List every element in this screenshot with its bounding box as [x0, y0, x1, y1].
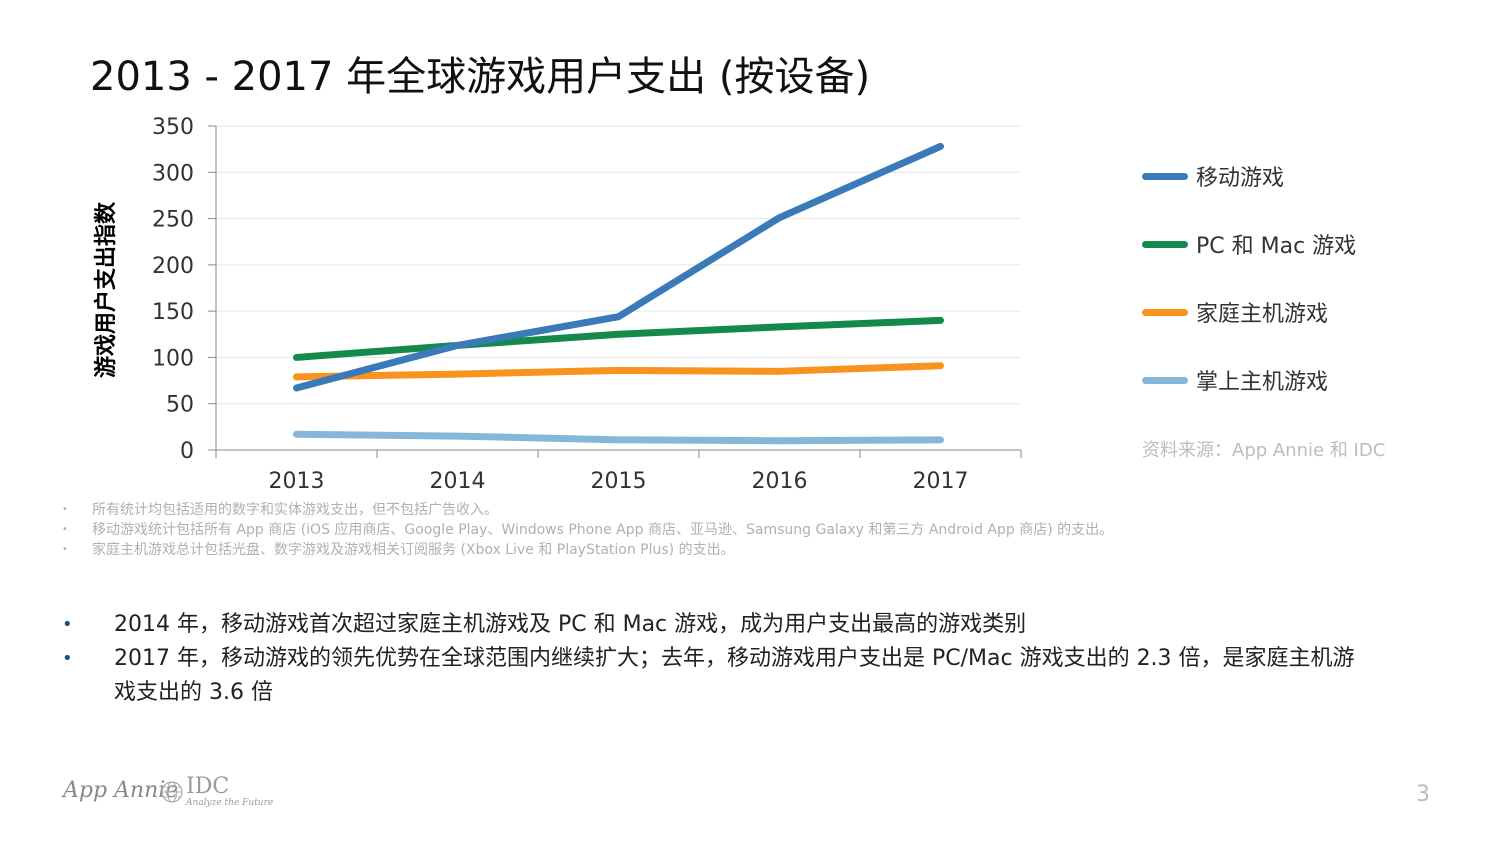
key-point: • 2017 年，移动游戏的领先优势在全球范围内继续扩大；去年，移动游戏用户支出是…: [62, 642, 1442, 710]
legend-item: 移动游戏: [1142, 156, 1284, 196]
page-title: 2013 - 2017 年全球游戏用户支出 (按设备): [90, 54, 871, 100]
y-tick-label: 100: [152, 346, 194, 371]
bullet-icon: •: [62, 614, 73, 635]
y-tick-label: 350: [152, 115, 194, 140]
y-axis-label: 游戏用户支出指数: [94, 201, 119, 379]
y-tick-label: 150: [152, 300, 194, 325]
source-text: 资料来源：App Annie 和 IDC: [1142, 440, 1386, 461]
bullet-icon: •: [62, 544, 68, 555]
y-tick-label: 0: [180, 439, 194, 464]
legend-item: PC 和 Mac 游戏: [1142, 224, 1356, 264]
page-number: 3: [1416, 782, 1430, 807]
footnotes: • 所有统计均包括适用的数字和实体游戏支出，但不包括广告收入。 • 移动游戏统计包括…: [62, 500, 1442, 560]
legend-label: 掌上主机游戏: [1196, 370, 1329, 395]
x-tick-label: 2013: [269, 469, 325, 494]
footnote: • 家庭主机游戏总计包括光盘、数字游戏及游戏相关订阅服务 (Xbox Live 和…: [62, 542, 735, 558]
y-tick-labels: 0 50 100 150 200 250 300 350: [152, 115, 194, 464]
legend-item: 掌上主机游戏: [1142, 360, 1328, 400]
footnote: • 所有统计均包括适用的数字和实体游戏支出，但不包括广告收入。: [62, 502, 498, 518]
x-tick-label: 2015: [591, 469, 647, 494]
key-points: • 2014 年，移动游戏首次超过家庭主机游戏及 PC 和 Mac 游戏，成为用户…: [62, 608, 1442, 710]
legend-swatch: [1142, 172, 1188, 180]
series-line: [293, 316, 944, 361]
footnote: • 移动游戏统计包括所有 App 商店 (iOS 应用商店、Google Play…: [62, 522, 1114, 538]
bullet-icon: •: [62, 648, 73, 669]
idc-tagline: Analyze the Future: [186, 798, 274, 808]
y-tick-label: 250: [152, 208, 194, 233]
globe-icon: [161, 781, 183, 803]
legend-swatch: [1142, 240, 1188, 248]
y-tick-label: 200: [152, 254, 194, 279]
x-tick-label: 2016: [752, 469, 808, 494]
legend-label: 移动游戏: [1196, 166, 1285, 191]
app-annie-logo: App Annie: [63, 778, 179, 803]
legend-label: PC 和 Mac 游戏: [1196, 234, 1357, 259]
idc-logo: IDC Analyze the Future: [160, 776, 273, 808]
bullet-icon: •: [62, 524, 68, 535]
bullet-icon: •: [62, 504, 68, 515]
legend-swatch: [1142, 376, 1188, 384]
series-line: [293, 362, 944, 381]
chart-axes: [208, 125, 1022, 458]
legend-item: 家庭主机游戏: [1142, 292, 1328, 332]
key-point: • 2014 年，移动游戏首次超过家庭主机游戏及 PC 和 Mac 游戏，成为用户…: [62, 608, 1442, 642]
series-lines: [293, 142, 944, 445]
legend-label: 家庭主机游戏: [1196, 302, 1329, 327]
legend-swatch: [1142, 308, 1188, 316]
x-tick-label: 2017: [913, 469, 969, 494]
y-tick-label: 50: [166, 393, 194, 418]
y-tick-label: 300: [152, 161, 194, 186]
series-line: [293, 142, 944, 392]
idc-logo-text: IDC: [186, 774, 230, 799]
x-tick-label: 2014: [430, 469, 486, 494]
x-tick-labels: 2013 2014 2015 2016 2017: [269, 469, 969, 494]
series-line: [293, 430, 944, 445]
